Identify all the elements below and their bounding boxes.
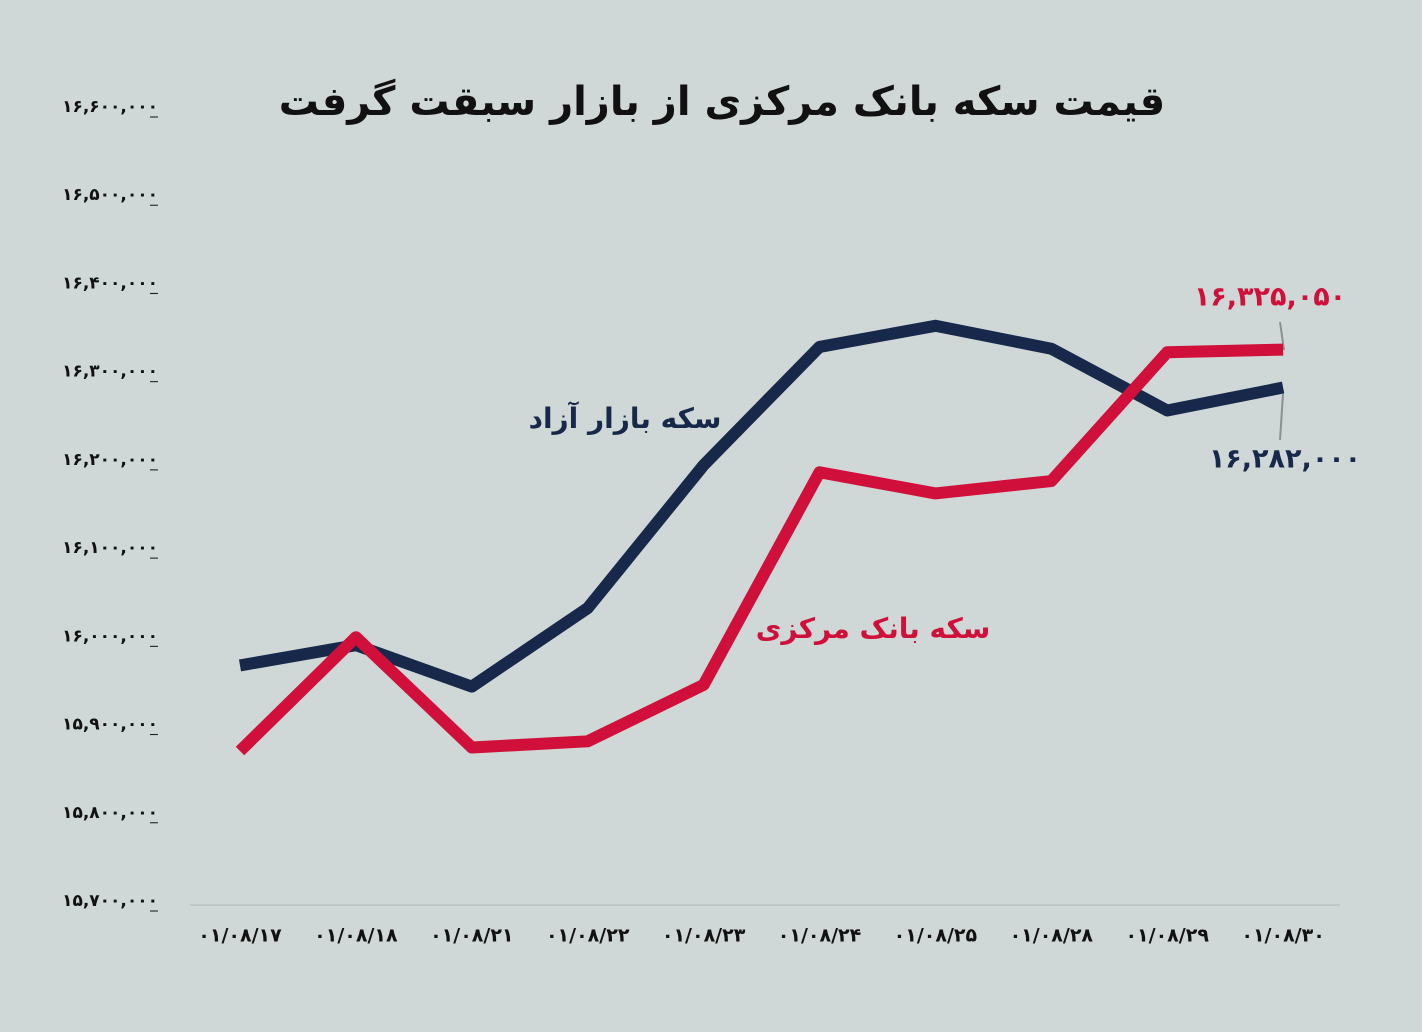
x-tick-label: ۰۱/۰۸/۲۵ — [894, 925, 978, 947]
series-line — [235, 343, 1284, 756]
y-tick-label: ۱۶,۳۰۰,۰۰۰ — [62, 362, 158, 382]
value-label: ۱۶,۳۲۵,۰۵۰ — [1194, 282, 1346, 313]
y-tick-label: ۱۶,۶۰۰,۰۰۰ — [62, 97, 158, 117]
x-tick-label: ۰۱/۰۸/۱۸ — [314, 925, 398, 947]
label-connector — [1279, 321, 1285, 351]
y-tick-label: ۱۶,۴۰۰,۰۰۰ — [62, 273, 158, 293]
y-tick-label: ۱۵,۷۰۰,۰۰۰ — [62, 891, 158, 911]
chart-title: قیمت سکه بانک مرکزی از بازار سبقت گرفت — [279, 78, 1166, 125]
x-tick-label: ۰۱/۰۸/۳۰ — [1241, 925, 1324, 947]
series-label: سکه بانک مرکزی — [756, 612, 991, 645]
x-tick-label: ۰۱/۰۸/۲۸ — [1010, 925, 1094, 947]
y-tick-label: ۱۶,۱۰۰,۰۰۰ — [62, 538, 158, 558]
series-line — [238, 319, 1285, 693]
y-tick-label: ۱۵,۸۰۰,۰۰۰ — [62, 803, 158, 823]
y-tick-label: ۱۶,۲۰۰,۰۰۰ — [62, 450, 158, 470]
y-tick-label: ۱۶,۵۰۰,۰۰۰ — [62, 185, 158, 205]
x-tick-label: ۰۱/۰۸/۲۴ — [778, 925, 861, 947]
y-tick-label: ۱۶,۰۰۰,۰۰۰ — [62, 626, 158, 646]
series-label: سکه بازار آزاد — [529, 401, 722, 435]
label-connector — [1279, 393, 1284, 441]
x-tick-label: ۰۱/۰۸/۱۷ — [198, 925, 282, 947]
x-tick-label: ۰۱/۰۸/۲۱ — [430, 925, 513, 947]
y-tick-label: ۱۵,۹۰۰,۰۰۰ — [62, 715, 158, 735]
x-tick-label: ۰۱/۰۸/۲۳ — [662, 925, 746, 947]
x-tick-label: ۰۱/۰۸/۲۲ — [546, 925, 630, 947]
x-tick-label: ۰۱/۰۸/۲۹ — [1125, 925, 1209, 947]
value-label: ۱۶,۲۸۲,۰۰۰ — [1209, 444, 1361, 475]
